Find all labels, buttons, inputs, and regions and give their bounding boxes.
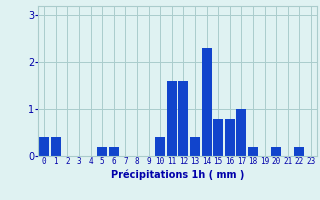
Bar xyxy=(155,137,165,156)
Bar xyxy=(179,81,188,156)
Bar xyxy=(51,137,61,156)
Bar xyxy=(248,147,258,156)
Bar xyxy=(97,147,107,156)
Bar xyxy=(236,109,246,156)
Bar xyxy=(213,118,223,156)
X-axis label: Précipitations 1h ( mm ): Précipitations 1h ( mm ) xyxy=(111,169,244,180)
Bar xyxy=(109,147,119,156)
Bar xyxy=(294,147,304,156)
Bar xyxy=(225,118,235,156)
Bar xyxy=(271,147,281,156)
Bar xyxy=(39,137,49,156)
Bar xyxy=(167,81,177,156)
Bar xyxy=(202,48,212,156)
Bar xyxy=(190,137,200,156)
